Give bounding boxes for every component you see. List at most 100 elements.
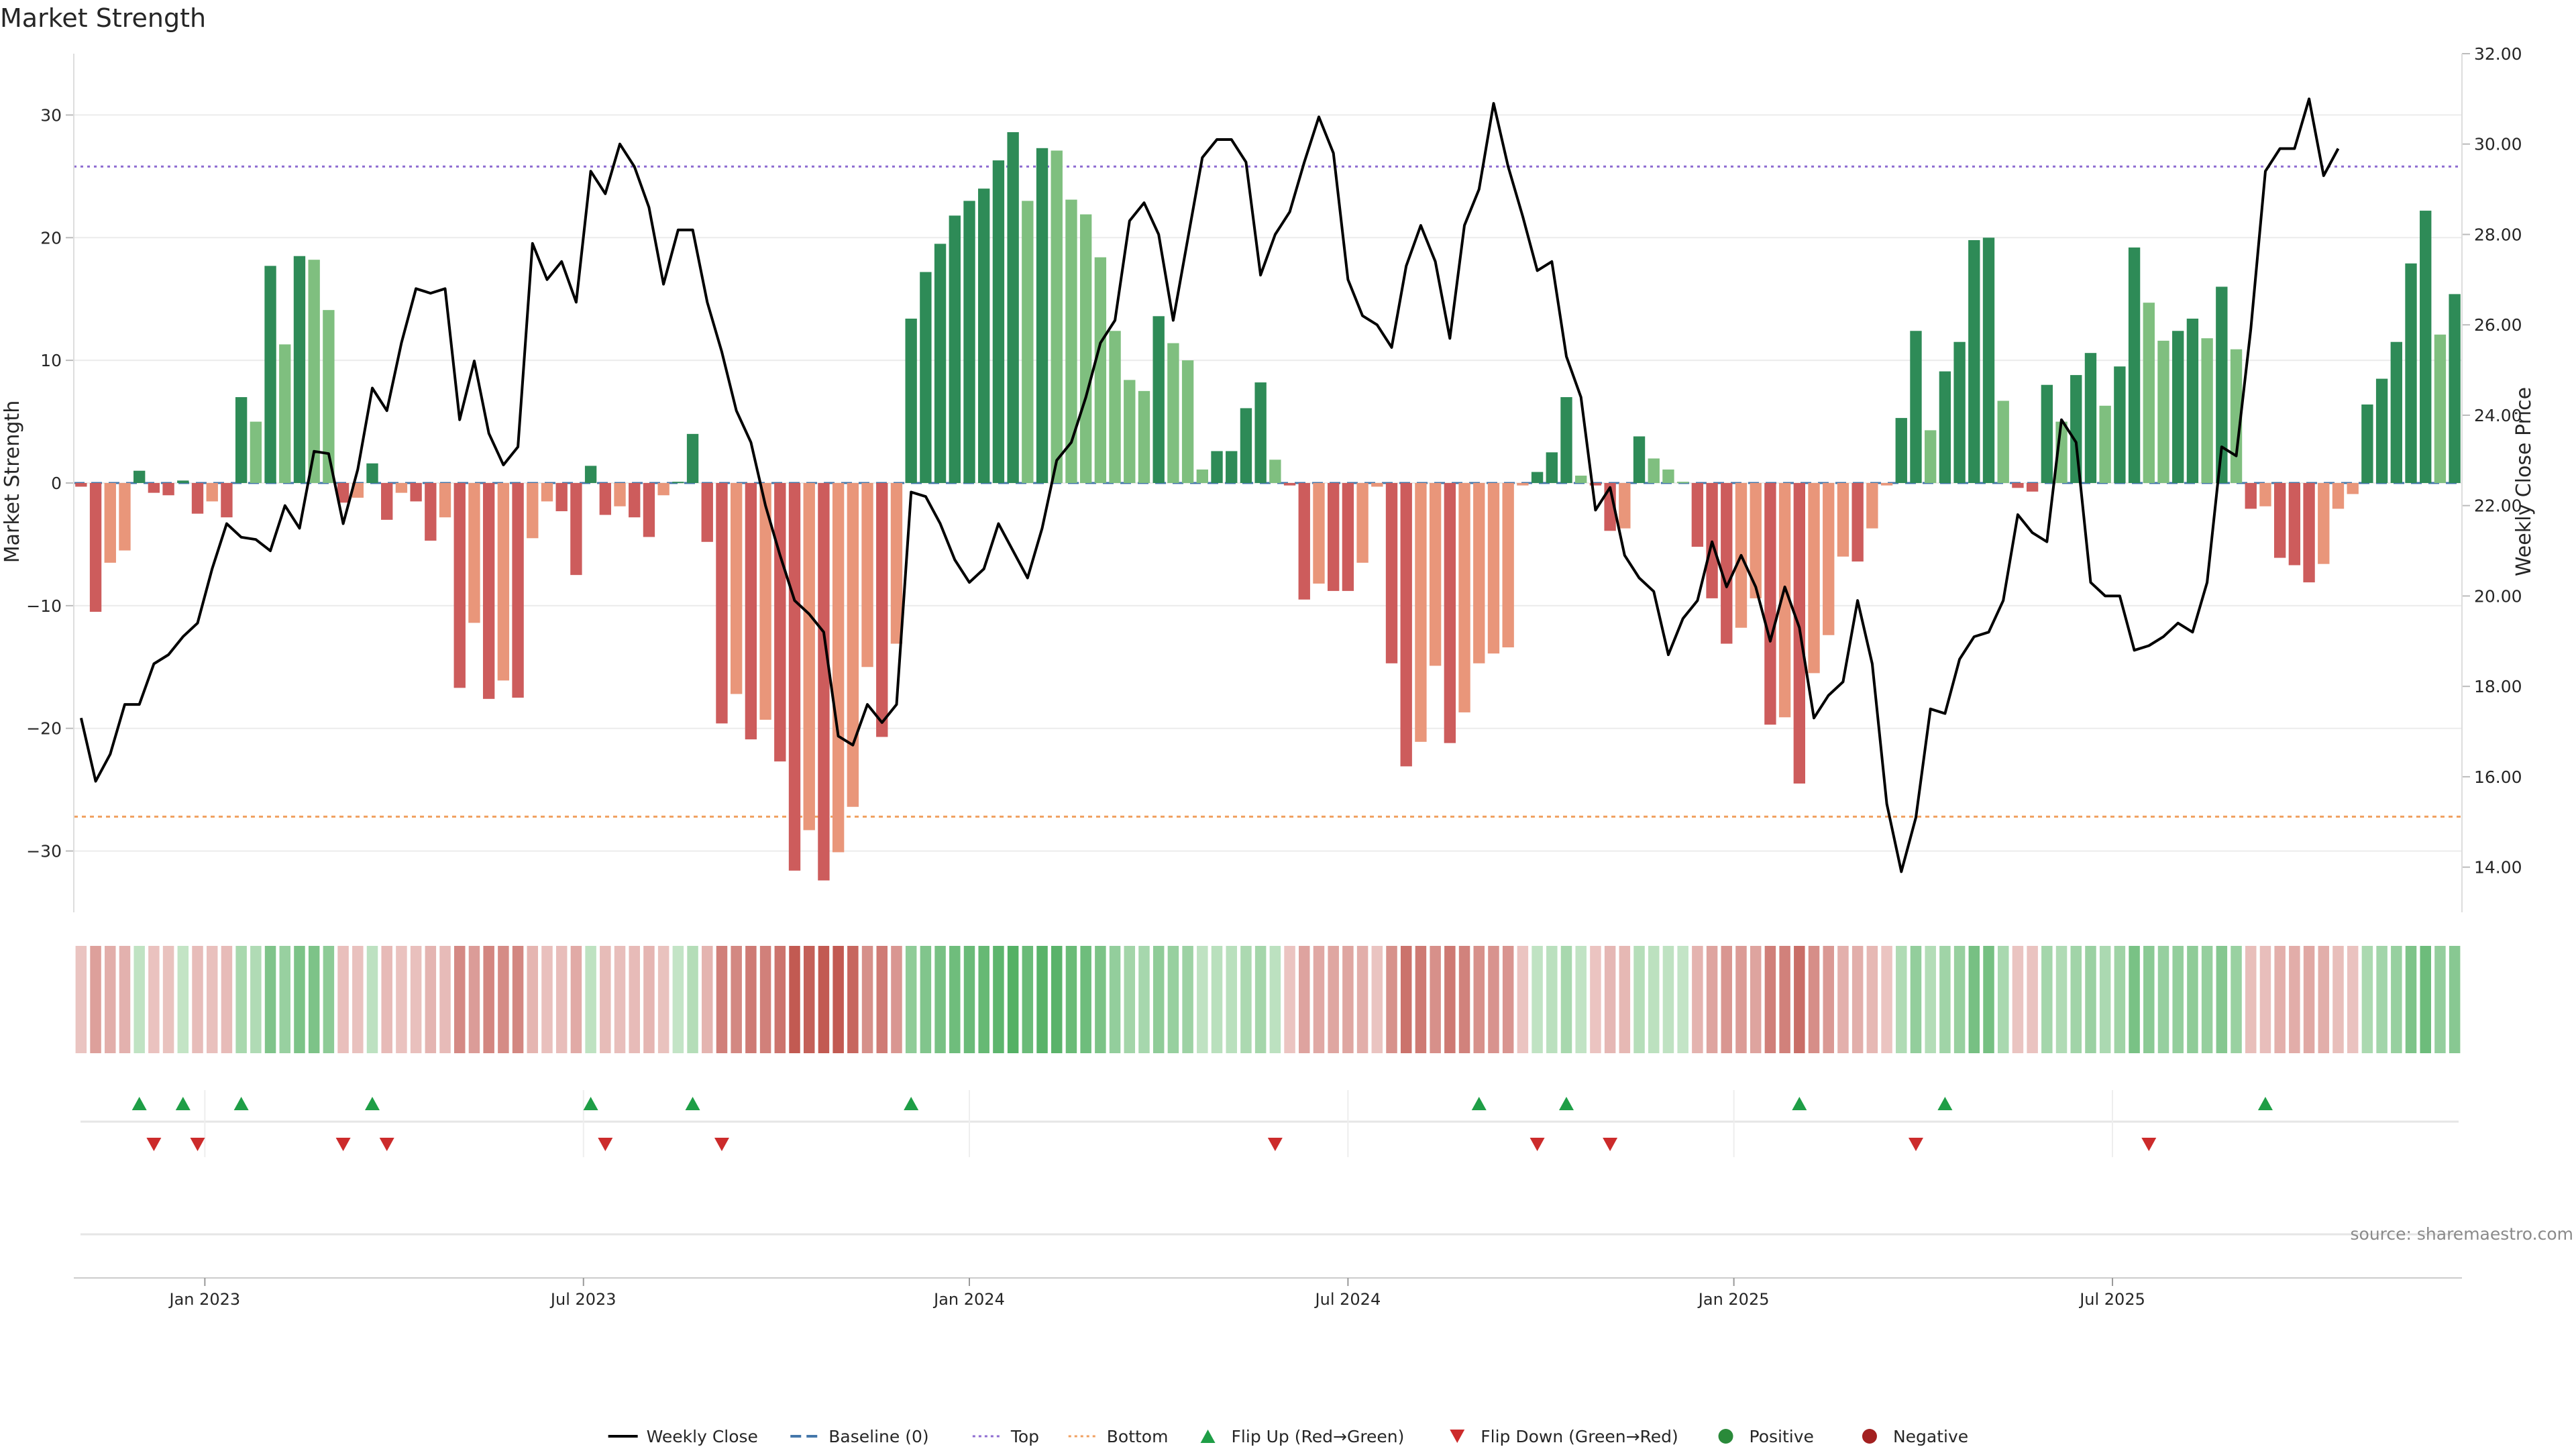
strength-bar	[803, 483, 815, 830]
heat-cell	[2449, 946, 2461, 1053]
heat-cell	[1808, 946, 1820, 1053]
strength-bar	[1371, 483, 1383, 487]
flip-down-marker	[1603, 1138, 1618, 1151]
strength-bar	[890, 483, 903, 644]
strength-bar	[2186, 318, 2199, 483]
heat-cell	[585, 946, 596, 1053]
strength-bar	[1022, 201, 1034, 483]
strength-bar	[2128, 247, 2141, 483]
y-tick-label: 0	[51, 474, 62, 493]
strength-bar	[876, 483, 888, 737]
strength-bar	[731, 483, 743, 694]
strength-bar	[2041, 384, 2053, 483]
strength-bar	[629, 483, 641, 518]
strength-heat-strip	[75, 946, 2461, 1053]
strength-bar	[1211, 451, 1223, 483]
heat-cell	[2070, 946, 2082, 1053]
strength-bar	[978, 189, 990, 483]
strength-bar	[1385, 483, 1398, 663]
strength-bar	[1662, 469, 1674, 483]
strength-bar	[1560, 397, 1572, 483]
strength-bar	[1808, 483, 1820, 674]
heat-cell	[1604, 946, 1616, 1053]
strength-bar	[1968, 239, 1980, 483]
heat-cell	[512, 946, 524, 1053]
heat-cell	[745, 946, 757, 1053]
heat-cell	[1430, 946, 1441, 1053]
flip-up-marker	[1559, 1097, 1574, 1110]
heat-cell	[2187, 946, 2198, 1053]
heat-cell	[206, 946, 218, 1053]
y2-tick-label: 22.00	[2474, 496, 2522, 516]
y-axis-label: Market Strength	[1, 400, 24, 563]
heat-cell	[1590, 946, 1601, 1053]
strength-bar	[570, 483, 582, 576]
strength-bar	[1226, 451, 1238, 483]
legend-swatch-circle	[1862, 1429, 1877, 1444]
heat-cell	[1400, 946, 1412, 1053]
strength-bar	[716, 483, 728, 724]
heat-cell	[235, 946, 247, 1053]
heat-cell	[381, 946, 392, 1053]
legend-label: Flip Down (Green→Red)	[1481, 1427, 1678, 1446]
heat-cell	[1124, 946, 1136, 1053]
strength-bar	[177, 480, 189, 483]
heat-cell	[1415, 946, 1427, 1053]
date-axis: Jan 2023 Jul 2023 Jan 2024 Jul 2024 Jan 2025…	[74, 1277, 2462, 1309]
heat-cell	[1095, 946, 1106, 1053]
heat-cell	[687, 946, 698, 1053]
axes: 30 20 10 0 −10 −20 −30 14.00 16.00 18.00 20.00 22.0…	[26, 44, 2522, 912]
heat-cell	[1182, 946, 1193, 1053]
strength-bar	[1283, 483, 1296, 486]
strength-bar	[774, 483, 786, 762]
heat-cell	[1152, 946, 1165, 1053]
heat-cell	[90, 946, 101, 1053]
price-series	[79, 97, 2340, 873]
heat-cell	[1502, 946, 1514, 1053]
heat-cell	[2129, 946, 2140, 1053]
legend-label: Negative	[1893, 1427, 1968, 1446]
strength-bar	[293, 256, 306, 483]
strength-bar	[1764, 483, 1776, 725]
heat-cell	[498, 946, 509, 1053]
strength-bar	[2318, 483, 2330, 564]
heat-cell	[759, 946, 771, 1053]
y2-tick-label: 28.00	[2474, 225, 2522, 244]
strength-bar	[1079, 214, 1092, 483]
heat-cell	[1517, 946, 1529, 1053]
strength-bar	[1458, 483, 1470, 712]
strength-bar	[584, 466, 597, 483]
heat-cell	[177, 946, 189, 1053]
strength-bar	[1517, 483, 1529, 486]
heat-cell	[1444, 946, 1456, 1053]
heat-cell	[2361, 946, 2373, 1053]
heat-cell	[527, 946, 539, 1053]
legend-label: Bottom	[1107, 1427, 1169, 1446]
strength-bar	[512, 483, 524, 698]
heat-cell	[2012, 946, 2024, 1053]
date-tick-label: Jan 2024	[932, 1290, 1005, 1309]
heat-cell	[1983, 946, 1994, 1053]
heat-cell	[1546, 946, 1558, 1053]
strength-bar	[1925, 430, 1937, 483]
heat-cell	[2172, 946, 2184, 1053]
strength-bar	[555, 483, 568, 512]
heat-cell	[1532, 946, 1543, 1053]
flip-up-marker	[583, 1097, 598, 1110]
strength-bar	[1575, 476, 1587, 483]
heat-cell	[1823, 946, 1834, 1053]
strength-bar	[1676, 482, 1689, 484]
heat-cell	[1211, 946, 1223, 1053]
strength-bar	[1953, 341, 1966, 483]
heat-cell	[833, 946, 844, 1053]
legend-label: Baseline (0)	[828, 1427, 928, 1446]
strength-bar	[323, 310, 335, 483]
heat-cell	[934, 946, 946, 1053]
heat-cell	[861, 946, 873, 1053]
strength-bar	[701, 483, 713, 542]
heat-cell	[2245, 946, 2257, 1053]
flip-down-marker	[1267, 1138, 1283, 1151]
heat-cell	[1779, 946, 1790, 1053]
flip-down-marker	[598, 1138, 613, 1151]
heat-cell	[119, 946, 131, 1053]
